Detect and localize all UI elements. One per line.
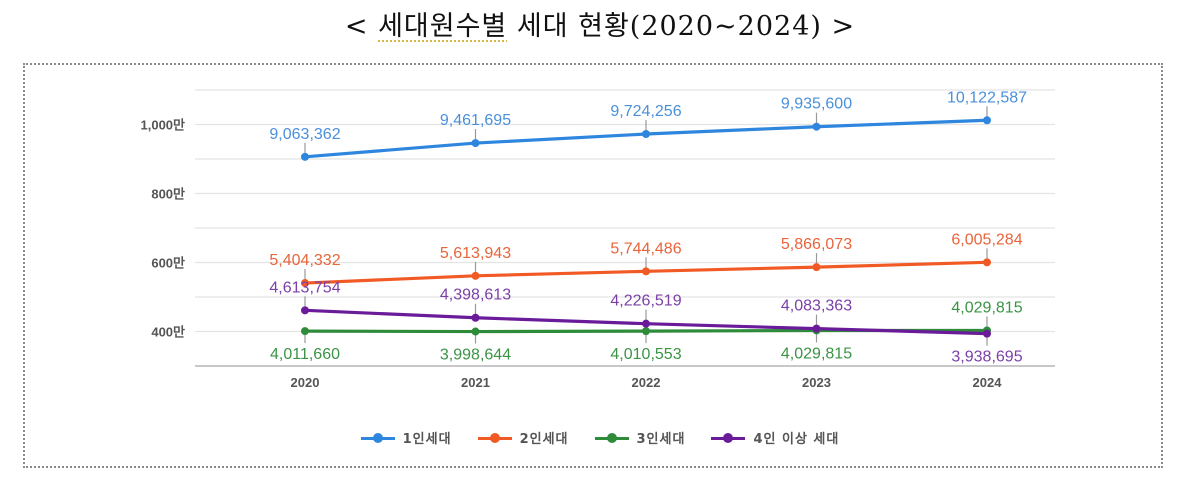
data-point: [642, 267, 650, 276]
chart-title: < 세대원수별 세대 현황(2020~2024) >: [0, 4, 1200, 43]
x-axis-ticks: 2020 2021 2022 2023 2024: [291, 375, 1003, 390]
x-tick-label: 2024: [973, 375, 1003, 390]
legend-item[interactable]: 2인세대: [477, 428, 569, 447]
title-rest: 세대 현황(2020~2024): [507, 11, 822, 42]
chart-frame: [23, 63, 1163, 468]
legend-label: 1인세대: [402, 432, 452, 447]
title-highlighted-word: 세대원수별: [378, 11, 508, 42]
legend-line-marker-icon: [711, 432, 746, 444]
legend-label: 3인세대: [636, 432, 686, 447]
data-label: 9,063,362: [269, 126, 340, 143]
data-label: 4,083,363: [781, 298, 852, 315]
title-open-bracket: <: [344, 11, 379, 42]
data-point: [301, 327, 309, 336]
y-tick-label: 400만: [151, 325, 185, 340]
data-point: [471, 313, 480, 322]
x-tick-label: 2021: [461, 375, 490, 390]
x-tick-label: 2020: [291, 375, 320, 390]
data-label: 4,029,815: [781, 345, 852, 362]
data-point: [301, 279, 309, 288]
data-label: 4,011,660: [270, 346, 340, 363]
y-tick-label: 1,000만: [141, 118, 186, 133]
legend-item[interactable]: 1인세대: [360, 428, 452, 447]
x-tick-label: 2023: [802, 375, 831, 390]
data-point: [642, 327, 650, 336]
data-label: 5,404,332: [269, 252, 340, 269]
y-tick-label: 600만: [151, 256, 185, 271]
y-tick-label: 800만: [151, 187, 185, 202]
data-label: 4,613,754: [269, 279, 340, 296]
data-label: 9,935,600: [781, 96, 852, 113]
data-label: 9,724,256: [610, 103, 681, 120]
data-label: 5,866,073: [781, 236, 852, 253]
x-tick-label: 2022: [632, 375, 661, 390]
data-point: [301, 306, 309, 315]
data-label: 9,461,695: [440, 112, 511, 129]
legend: 1인세대 2인세대 3인세대 4인 이상 세대: [0, 428, 1200, 447]
legend-line-marker-icon: [594, 432, 629, 444]
data-label: 4,010,553: [610, 346, 681, 363]
legend-label: 4인 이상 세대: [753, 432, 840, 447]
legend-item[interactable]: 3인세대: [594, 428, 686, 447]
data-point: [642, 319, 650, 328]
data-point: [983, 116, 991, 125]
legend-item[interactable]: 4인 이상 세대: [711, 428, 839, 447]
data-label: 3,998,644: [440, 347, 511, 364]
data-labels: 9,063,362 9,461,695 9,724,256 9,935,600 10,1…: [269, 89, 1027, 365]
data-point: [812, 122, 821, 131]
legend-dot: [606, 432, 617, 443]
data-label: 5,744,486: [610, 240, 681, 257]
data-point: [642, 130, 650, 139]
data-point: [983, 329, 991, 338]
series-points: [301, 116, 991, 338]
data-label: 6,005,284: [951, 231, 1022, 248]
y-axis-ticks: 400만 600만 800만 1,000만: [141, 118, 186, 340]
data-point: [301, 152, 309, 161]
data-point: [812, 324, 821, 333]
title-close-bracket: >: [821, 11, 856, 42]
data-label: 3,938,695: [951, 349, 1022, 366]
data-point: [471, 327, 480, 336]
data-point: [983, 258, 991, 267]
legend-dot: [723, 432, 734, 443]
legend-dot: [372, 432, 383, 443]
data-point: [471, 139, 480, 148]
legend-line-marker-icon: [360, 432, 395, 444]
label-leader-lines: [304, 106, 988, 346]
data-point: [471, 271, 480, 280]
data-label: 4,226,519: [610, 293, 681, 310]
legend-label: 2인세대: [519, 432, 569, 447]
legend-line-marker-icon: [477, 432, 512, 444]
data-label: 10,122,587: [947, 89, 1027, 106]
legend-dot: [489, 432, 500, 443]
data-label: 4,398,613: [440, 287, 511, 304]
data-point: [812, 263, 821, 272]
data-label: 4,029,815: [951, 299, 1022, 316]
data-label: 5,613,943: [440, 245, 511, 262]
